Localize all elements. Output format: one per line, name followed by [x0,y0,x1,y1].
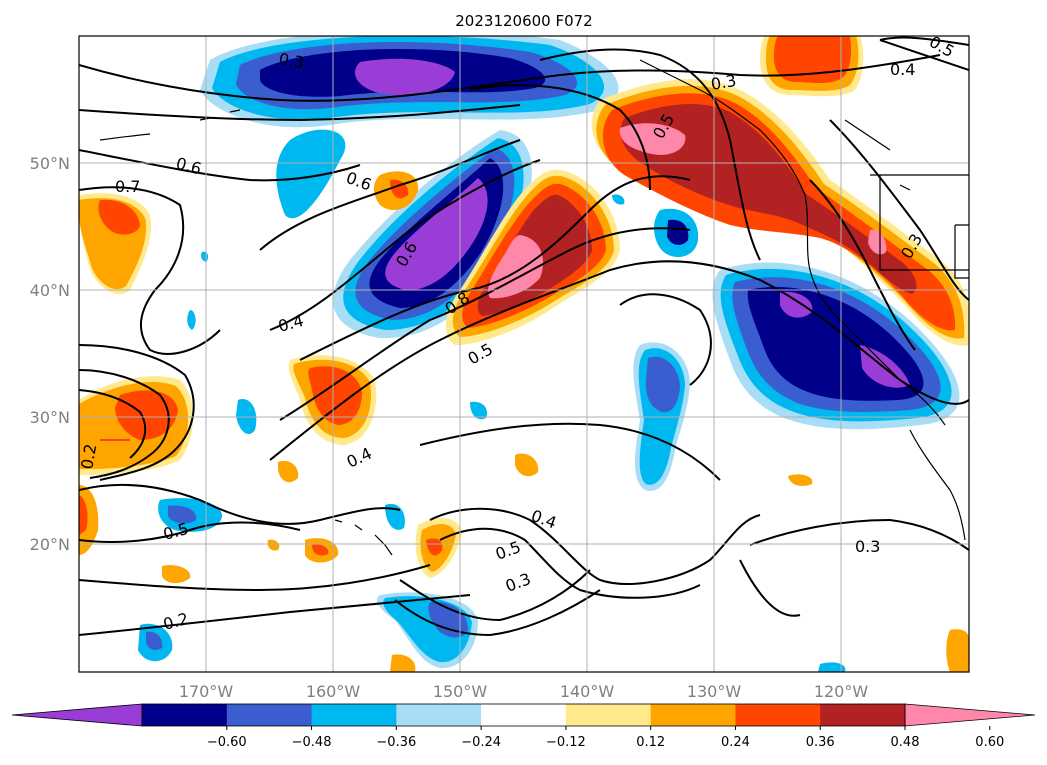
colorbar-tick-label: −0.12 [546,735,586,750]
contour-label: 0.7 [115,177,140,196]
colorbar-swatch [565,704,652,726]
colorbar-tick-label: 0.12 [636,735,665,750]
lon-tick-label: 140°W [560,682,615,701]
contour-label: 0.2 [77,442,100,470]
negative-anomaly-shading [138,36,960,672]
colorbar-swatch [142,704,228,726]
colorbar-extension-high [904,703,1036,727]
map-area: 0.6 0.6 0.7 0.6 0.4 0.8 0.5 0.4 0.3 0.4 … [77,36,969,672]
lon-tick-label: 160°W [306,682,361,701]
lat-tick-label: 20°N [30,535,70,554]
lon-tick-label: 170°W [179,682,234,701]
latitude-tick-labels: 50°N 40°N 30°N 20°N [30,154,70,554]
lat-tick-label: 50°N [30,154,70,173]
colorbar-swatch [820,704,906,726]
colorbar: −0.60 −0.48 −0.36 −0.24 −0.12 0.12 0.24 0.36 0.4… [11,703,1036,750]
colorbar-tick-label: 0.48 [891,735,920,750]
contour-label: 0.4 [890,60,915,79]
contour-label: 0.3 [855,537,880,556]
colorbar-tick-label: −0.24 [461,735,501,750]
contour-label: 0.3 [277,49,305,72]
colorbar-tick-label: −0.60 [207,735,247,750]
lat-tick-label: 40°N [30,281,70,300]
colorbar-swatch [481,704,567,726]
contour-lines [79,36,969,637]
lon-tick-label: 130°W [687,682,742,701]
gridlines [79,36,969,672]
map-title: 2023120600 F072 [455,12,592,30]
map-frame [78,35,970,673]
colorbar-extension-low [11,703,143,727]
colorbar-swatch [226,704,313,726]
colorbar-frame [141,703,906,727]
colorbar-swatch [735,704,821,726]
coastline [99,59,969,556]
lon-tick-label: 150°W [433,682,488,701]
colorbar-tick-label: 0.36 [806,735,835,750]
colorbar-swatch [311,704,397,726]
colorbar-tick-label: 0.24 [721,735,750,750]
colorbar-tick-label: 0.60 [975,735,1004,750]
colorbar-tick-label: −0.36 [376,735,416,750]
longitude-tick-labels: 170°W 160°W 150°W 140°W 130°W 120°W [179,682,869,701]
colorbar-swatch [650,704,736,726]
lon-tick-label: 120°W [814,682,869,701]
contour-label: 0.3 [709,71,737,94]
lat-tick-label: 30°N [30,408,70,427]
colorbar-tick-label: −0.48 [292,735,332,750]
colorbar-swatch [396,704,482,726]
